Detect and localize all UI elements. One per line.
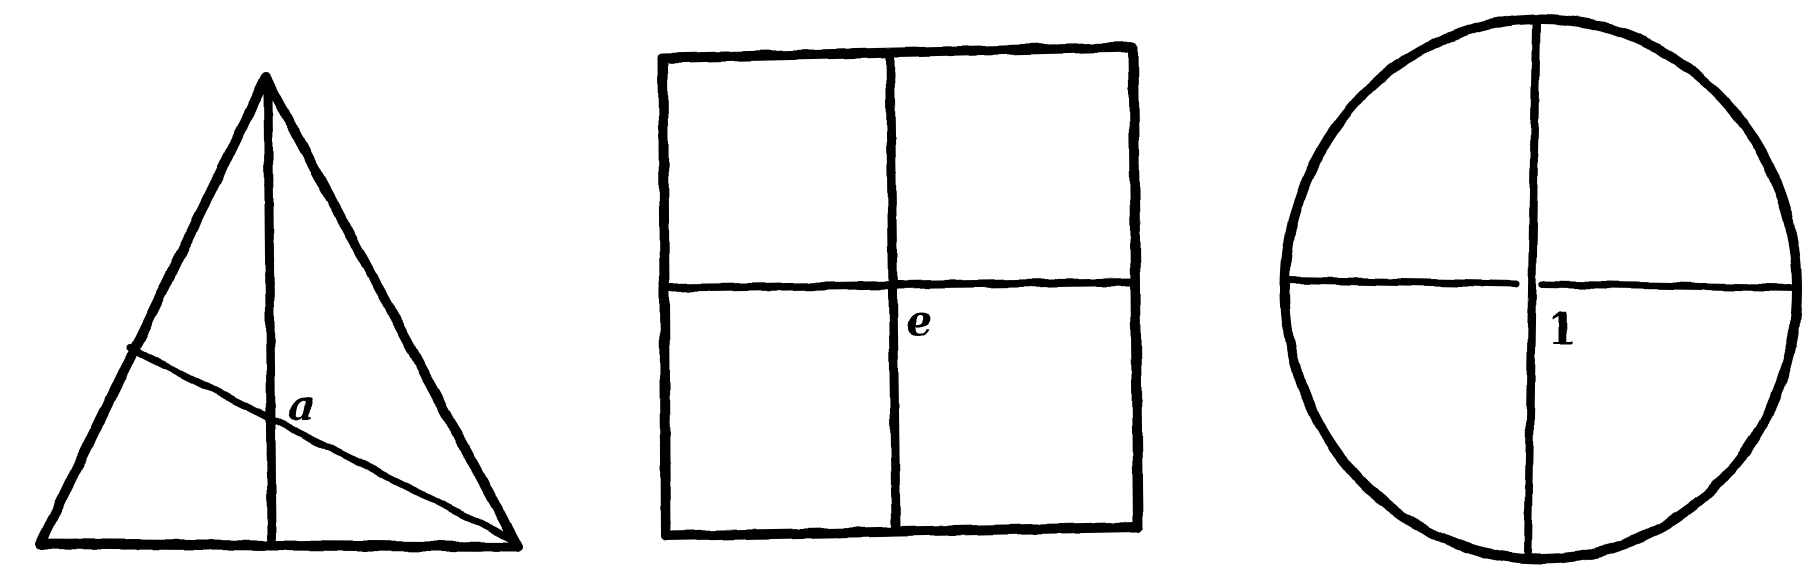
- triangle-figure: a: [35, 73, 523, 552]
- circle-horizontal-diameter-right: [1538, 280, 1800, 292]
- square-figure: e: [658, 42, 1143, 541]
- circle-horizontal-diameter-left: [1283, 276, 1520, 288]
- square-label: e: [906, 297, 933, 346]
- circle-vertical-diameter: [1524, 20, 1540, 556]
- square-vertical-divider: [885, 51, 901, 535]
- square-horizontal-divider: [664, 278, 1138, 292]
- triangle-altitude: [263, 87, 277, 543]
- circle-label: 1: [1548, 305, 1577, 354]
- triangle-secant: [126, 344, 514, 542]
- triangle-outline: [35, 73, 523, 552]
- circle-figure: 1: [1280, 14, 1802, 564]
- triangle-label: a: [288, 381, 315, 430]
- square-outline: [658, 42, 1143, 541]
